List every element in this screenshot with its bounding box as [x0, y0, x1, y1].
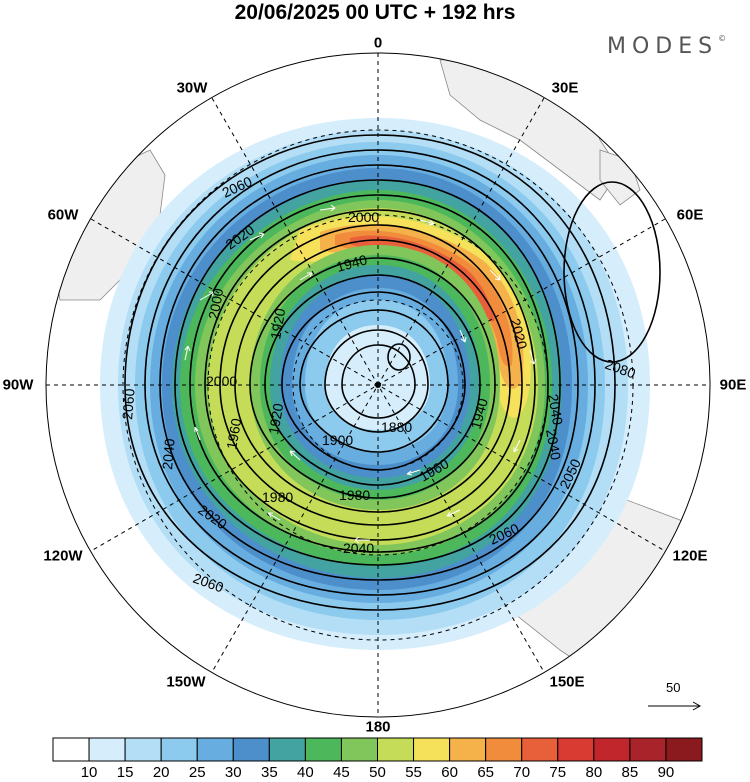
contour-label: 1920 — [267, 307, 288, 341]
colorbar-swatch — [557, 737, 595, 762]
reference-vector-value: 50 — [666, 680, 681, 695]
colorbar-swatch — [485, 737, 523, 762]
contour-label: 1980 — [339, 487, 370, 503]
contour-label: 2040 — [545, 393, 566, 427]
lon-label-120w: 120W — [43, 547, 83, 565]
map-title: 20/06/2025 00 UTC + 192 hrs — [234, 1, 516, 24]
colorbar-swatch — [232, 737, 270, 762]
colorbar-swatch — [593, 737, 631, 762]
contour-label: 1980 — [262, 489, 293, 505]
colorbar-label: 90 — [657, 764, 675, 781]
brand-name: MODES — [607, 34, 719, 59]
contour-label: 1940 — [335, 251, 369, 275]
colorbar-label: 80 — [585, 764, 603, 781]
reference-vector — [648, 701, 702, 711]
lon-label-90w: 90W — [2, 376, 34, 394]
contour-labels: 2060 2000 2020 1940 2000 2020 2000 1920 … — [119, 173, 638, 596]
pole-marker — [375, 382, 381, 388]
contour-label: 1960 — [223, 417, 244, 451]
contour-label: 2040 — [343, 540, 374, 556]
colorbar-label: 70 — [513, 764, 531, 781]
colorbar-label: 40 — [297, 764, 314, 781]
colorbar-label: 15 — [116, 764, 134, 781]
shade-60-65 — [320, 224, 524, 389]
contour-label: 1940 — [467, 396, 491, 430]
colorbar-label: 60 — [441, 764, 458, 781]
colorbar-label: 85 — [621, 764, 639, 781]
shade-65-70 — [335, 230, 513, 367]
colorbar-swatch — [304, 737, 342, 762]
colorbar-label: 45 — [333, 764, 350, 781]
lon-label-60e: 60E — [676, 206, 704, 224]
contour-label: 2020 — [507, 317, 531, 351]
colorbar-label: 50 — [369, 764, 386, 781]
colorbar-swatch — [340, 737, 379, 762]
contour-label: 2040 — [159, 438, 178, 471]
map-boundary — [45, 52, 711, 718]
colorbar-swatch — [521, 737, 559, 762]
colorbar-swatch — [52, 737, 90, 762]
colorbar-swatch — [88, 737, 126, 762]
colorbar-swatch — [196, 737, 234, 762]
high-pressure-contour — [563, 181, 661, 363]
colorbar-label: 75 — [549, 764, 567, 781]
colorbar-swatch — [268, 737, 306, 762]
lon-label-180: 180 — [365, 718, 391, 736]
colorbar-swatch — [413, 737, 451, 762]
colorbar-label: 10 — [80, 764, 98, 781]
colorbar-label: 65 — [477, 764, 494, 781]
colorbar-label: 30 — [224, 764, 242, 781]
colorbar-label: 35 — [260, 764, 278, 781]
modes-logo: MODES© — [607, 34, 726, 59]
lon-label-0: 0 — [373, 34, 383, 52]
contour-label: 2060 — [119, 388, 138, 421]
contour-label: 1920 — [265, 402, 286, 436]
lon-label-60w: 60W — [47, 206, 79, 224]
contour-label: 2000 — [206, 373, 237, 389]
contour-label: 2040 — [543, 428, 564, 462]
contour-label: 2000 — [348, 209, 379, 225]
colorbar-swatch — [665, 737, 703, 762]
colorbar-swatch — [124, 737, 162, 762]
colorbar — [52, 737, 703, 762]
contour-label: 1900 — [322, 432, 353, 448]
lon-label-150e: 150E — [549, 673, 585, 691]
copyright-mark: © — [718, 34, 727, 43]
shade-pole-pale — [325, 325, 430, 430]
lon-label-150w: 150W — [166, 673, 206, 691]
shade-70-75 — [350, 235, 495, 322]
wind-vectors — [184, 204, 537, 544]
colorbar-swatch — [160, 737, 198, 762]
wind-speed-shading — [100, 118, 650, 650]
lon-label-120e: 120E — [672, 547, 708, 565]
colorbar-label: 25 — [188, 764, 206, 781]
colorbar-label: 55 — [405, 764, 422, 781]
colorbar-swatch — [377, 737, 415, 762]
colorbar-swatch — [629, 737, 667, 762]
lon-label-30w: 30W — [176, 79, 208, 97]
contour-label: 1880 — [381, 419, 412, 435]
colorbar-swatch — [449, 737, 487, 762]
lon-label-30e: 30E — [551, 79, 579, 97]
lon-label-90e: 90E — [719, 376, 747, 394]
contour-label: 2000 — [205, 287, 226, 321]
colorbar-label: 20 — [152, 764, 170, 781]
